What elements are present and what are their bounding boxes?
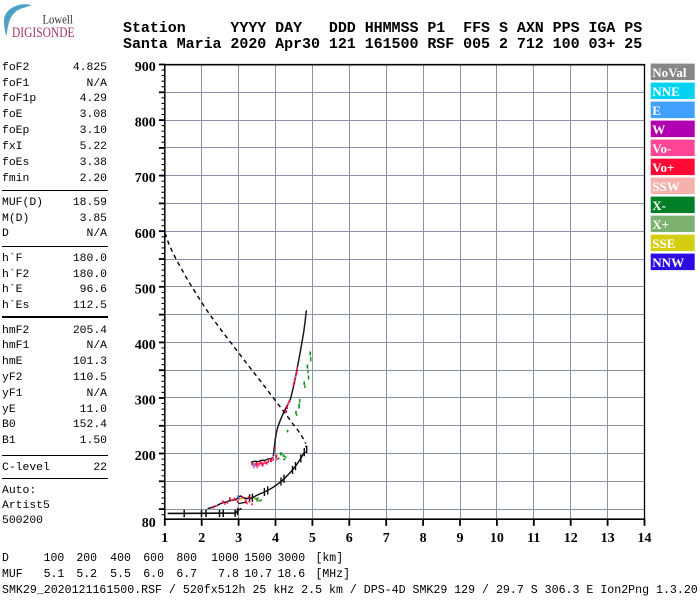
svg-text:Vo-: Vo- [652, 141, 671, 156]
svg-text:5: 5 [309, 531, 316, 546]
svg-text:8: 8 [420, 531, 427, 546]
svg-text:Vo+: Vo+ [652, 160, 674, 175]
svg-text:700: 700 [135, 171, 156, 186]
svg-text:NoVal: NoVal [652, 65, 687, 80]
svg-text:NNW: NNW [652, 255, 684, 270]
svg-text:400: 400 [135, 338, 156, 353]
svg-text:6: 6 [346, 531, 353, 546]
svg-text:13: 13 [601, 531, 615, 546]
svg-text:800: 800 [135, 116, 156, 131]
svg-text:300: 300 [135, 394, 156, 409]
svg-text:W: W [652, 122, 665, 137]
svg-text:E: E [652, 103, 661, 118]
svg-text:200: 200 [135, 449, 156, 464]
svg-text:4: 4 [272, 531, 279, 546]
svg-text:7: 7 [383, 531, 390, 546]
svg-text:11: 11 [527, 531, 540, 546]
svg-text:DIGISONDE: DIGISONDE [12, 25, 75, 41]
svg-text:500: 500 [135, 282, 156, 297]
svg-text:X-: X- [652, 198, 666, 213]
svg-text:Lowell: Lowell [43, 13, 74, 27]
svg-text:3: 3 [235, 531, 242, 546]
svg-text:2: 2 [198, 531, 205, 546]
svg-text:1: 1 [161, 531, 168, 546]
svg-text:14: 14 [638, 531, 652, 546]
svg-text:12: 12 [564, 531, 578, 546]
svg-text:10: 10 [490, 531, 504, 546]
svg-text:600: 600 [135, 227, 156, 242]
svg-text:SSE: SSE [652, 236, 675, 251]
svg-text:80: 80 [142, 516, 156, 531]
svg-text:NNE: NNE [652, 84, 679, 99]
svg-text:SSW: SSW [652, 179, 679, 194]
svg-text:900: 900 [135, 60, 156, 75]
svg-text:9: 9 [457, 531, 464, 546]
svg-text:X+: X+ [652, 217, 669, 232]
